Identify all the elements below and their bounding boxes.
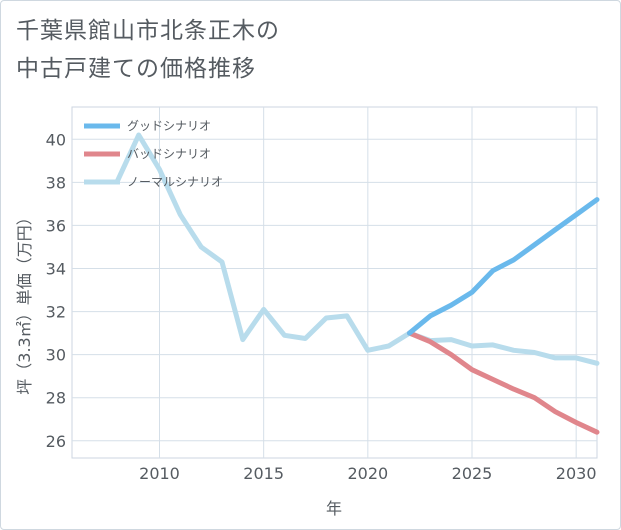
legend-item-good: グッドシナリオ [84, 119, 211, 133]
legend-label: バッドシナリオ [127, 147, 211, 161]
y-tick-label: 38 [46, 173, 66, 192]
y-tick-label: 28 [46, 389, 66, 408]
x-tick-label: 2015 [243, 464, 284, 483]
x-axis-label: 年 [326, 499, 342, 518]
y-tick-label: 36 [46, 216, 66, 235]
x-tick-label: 2030 [556, 464, 597, 483]
chart-title-line-1: 千葉県館山市北条正木の [16, 18, 280, 44]
series-good-line [407, 197, 600, 336]
legend-label: グッドシナリオ [127, 119, 211, 133]
tick-labels: 26 28 30 32 34 36 38 40 2010 2015 2020 2025 2030 [46, 130, 597, 483]
y-tick-label: 32 [46, 303, 66, 322]
x-tick-label: 2025 [452, 464, 493, 483]
y-tick-label: 40 [46, 130, 66, 149]
y-axis-label: 坪（3.3㎡）単価（万円） [15, 209, 34, 394]
legend-item-normal: ノーマルシナリオ [84, 175, 223, 189]
x-tick-label: 2020 [347, 464, 388, 483]
y-tick-label: 26 [46, 432, 66, 451]
legend-label: ノーマルシナリオ [127, 175, 223, 189]
x-tick-label: 2010 [139, 464, 180, 483]
chart-title-line-2: 中古戸建ての価格推移 [16, 56, 256, 82]
series-normal-line [115, 132, 600, 366]
series-lines [115, 132, 600, 435]
series-bad-line [407, 330, 600, 435]
y-tick-label: 34 [46, 260, 66, 279]
legend-item-bad: バッドシナリオ [84, 147, 211, 161]
chart-title: 千葉県館山市北条正木の 中古戸建ての価格推移 [16, 12, 576, 88]
y-tick-label: 30 [46, 346, 66, 365]
